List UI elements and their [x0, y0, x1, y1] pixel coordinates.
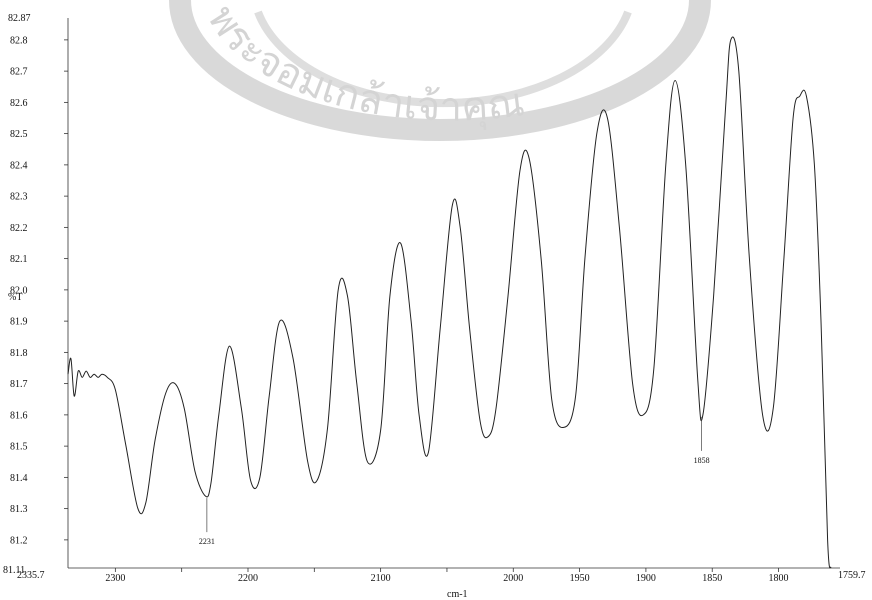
- y-axis-max-label: 82.87: [8, 13, 31, 24]
- y-tick-label: 82.4: [10, 160, 28, 171]
- x-tick-label: 1900: [636, 573, 656, 584]
- peak-label: 2231: [199, 537, 215, 546]
- y-tick-label: 82.2: [10, 223, 28, 234]
- x-tick-label: 1850: [702, 573, 722, 584]
- x-axis-title: cm-1: [447, 589, 468, 600]
- y-tick-group: 81.2 81.3 81.4 81.5 81.6 81.7 81.8 81.9 82.0 82.1…: [10, 35, 68, 546]
- y-tick-label: 82.0: [10, 285, 28, 296]
- y-tick-label: 82.3: [10, 192, 28, 203]
- x-tick-label: 2300: [105, 573, 125, 584]
- x-tick-group: 2300 2200 2100 2000 1950 1900 1850 1800: [105, 568, 789, 584]
- y-tick-label: 81.3: [10, 504, 28, 515]
- x-tick-label: 2200: [238, 573, 258, 584]
- y-tick-label: 82.5: [10, 129, 28, 140]
- peak-label: 1858: [694, 456, 710, 465]
- peak-annotations: 2231 1858: [199, 416, 710, 546]
- x-tick-label: 2100: [371, 573, 391, 584]
- watermark-seal: พระจอมเกล้าเจ้าคุณ: [169, 0, 711, 141]
- x-tick-label: 1800: [769, 573, 789, 584]
- spectrum-line: [67, 36, 832, 569]
- watermark-outer-ring: [169, 0, 711, 141]
- y-tick-label: 82.8: [10, 35, 28, 46]
- axes: [67, 18, 840, 569]
- y-tick-label: 81.6: [10, 410, 28, 421]
- y-tick-label: 81.8: [10, 348, 28, 359]
- y-tick-label: 82.6: [10, 98, 28, 109]
- y-tick-label: 82.1: [10, 254, 28, 265]
- x-tick-label: 2000: [503, 573, 523, 584]
- y-tick-label: 81.5: [10, 442, 28, 453]
- y-tick-label: 81.7: [10, 379, 28, 390]
- y-axis-title: %T: [8, 292, 22, 303]
- y-tick-label: 81.4: [10, 473, 28, 484]
- y-tick-label: 81.9: [10, 317, 28, 328]
- y-tick-label: 82.7: [10, 67, 28, 78]
- watermark-inner-ring: [254, 10, 632, 108]
- y-tick-label: 81.2: [10, 535, 28, 546]
- x-axis-end-label: 1759.7: [838, 570, 866, 581]
- y-axis-min-label: 81.11: [3, 565, 25, 576]
- x-axis-start-label: 2335.7: [17, 570, 45, 581]
- x-tick-label: 1950: [570, 573, 590, 584]
- watermark-text: พระจอมเกล้าเจ้าคุณ: [199, 0, 527, 132]
